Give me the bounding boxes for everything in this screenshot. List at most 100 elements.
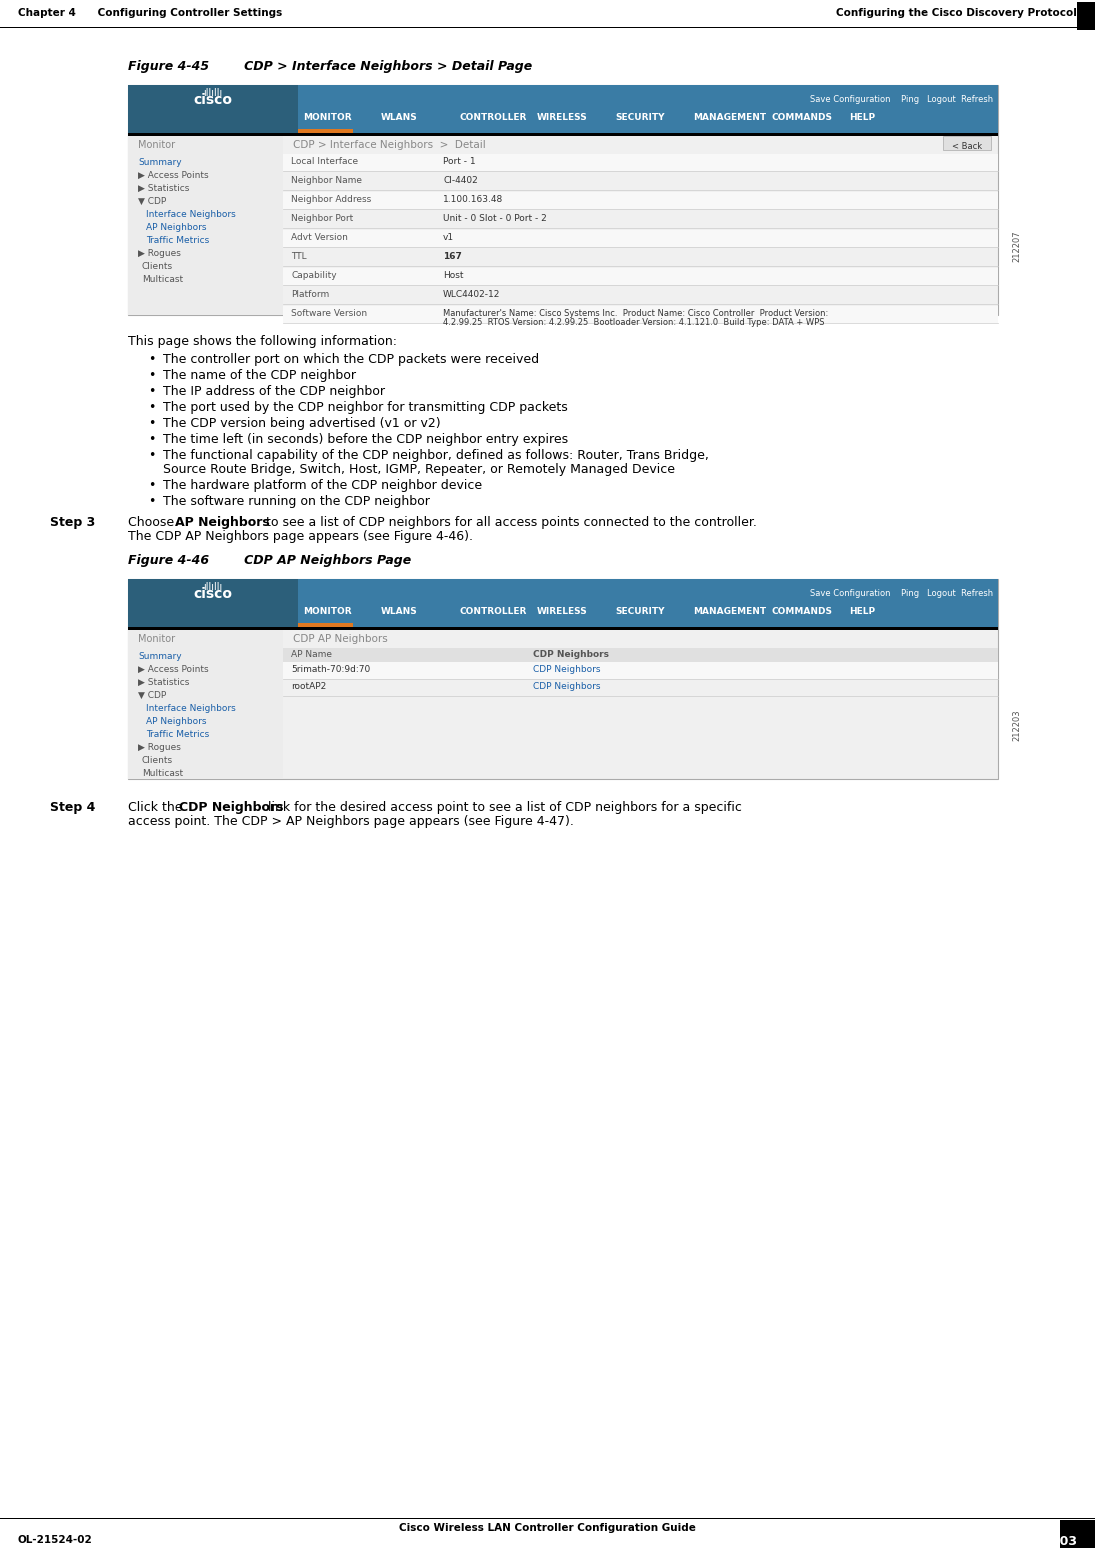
Text: CDP Neighbors: CDP Neighbors: [533, 683, 600, 690]
Text: ıllıllı: ıllıllı: [204, 582, 222, 591]
Text: Chapter 4      Configuring Controller Settings: Chapter 4 Configuring Controller Setting…: [18, 8, 283, 19]
Text: The IP address of the CDP neighbor: The IP address of the CDP neighbor: [163, 385, 385, 398]
Text: WLANS: WLANS: [381, 113, 418, 122]
Bar: [283, 649, 998, 663]
Text: Host: Host: [443, 271, 463, 280]
Text: SECURITY: SECURITY: [615, 607, 665, 616]
Text: TTL: TTL: [291, 252, 307, 262]
Bar: [128, 630, 283, 779]
Text: HELP: HELP: [849, 607, 875, 616]
Text: COMMANDS: COMMANDS: [771, 113, 832, 122]
Text: Port - 1: Port - 1: [443, 156, 475, 166]
Text: This page shows the following information:: This page shows the following informatio…: [128, 334, 397, 348]
Bar: [283, 307, 998, 324]
Text: Save Configuration    Ping   Logout  Refresh: Save Configuration Ping Logout Refresh: [810, 588, 993, 598]
Bar: [283, 153, 998, 170]
Text: The functional capability of the CDP neighbor, defined as follows: Router, Trans: The functional capability of the CDP nei…: [163, 449, 708, 461]
Text: 167: 167: [443, 252, 462, 262]
Bar: [298, 128, 353, 133]
Text: Clients: Clients: [142, 755, 173, 765]
Bar: [1060, 1520, 1095, 1548]
Text: to see a list of CDP neighbors for all access points connected to the controller: to see a list of CDP neighbors for all a…: [262, 515, 757, 529]
Text: WIRELESS: WIRELESS: [537, 607, 588, 616]
Text: 212207: 212207: [1012, 231, 1021, 262]
Text: Step 4: Step 4: [50, 800, 95, 814]
Text: ▼ CDP: ▼ CDP: [138, 197, 166, 206]
Text: AP Neighbors: AP Neighbors: [146, 223, 207, 232]
Bar: [283, 192, 998, 209]
Text: Summary: Summary: [138, 652, 182, 661]
Text: Monitor: Monitor: [138, 139, 175, 150]
Text: ▶ Statistics: ▶ Statistics: [138, 678, 189, 687]
Text: OL-21524-02: OL-21524-02: [18, 1536, 93, 1545]
Text: WIRELESS: WIRELESS: [537, 113, 588, 122]
Bar: [128, 579, 998, 779]
Text: ▶ Statistics: ▶ Statistics: [138, 184, 189, 194]
Text: Multicast: Multicast: [142, 276, 183, 283]
Text: The CDP AP Neighbors page appears (see Figure 4-46).: The CDP AP Neighbors page appears (see F…: [128, 529, 473, 543]
Text: 1.100.163.48: 1.100.163.48: [443, 195, 504, 204]
Bar: [128, 85, 998, 314]
Text: < Back: < Back: [952, 142, 982, 152]
Text: Traffic Metrics: Traffic Metrics: [146, 235, 209, 245]
Bar: [283, 268, 998, 285]
Text: Neighbor Port: Neighbor Port: [291, 214, 354, 223]
Text: The controller port on which the CDP packets were received: The controller port on which the CDP pac…: [163, 353, 539, 365]
Text: •: •: [148, 385, 155, 398]
Text: •: •: [148, 478, 155, 492]
Text: MANAGEMENT: MANAGEMENT: [693, 607, 766, 616]
Text: CDP > Interface Neighbors  >  Detail: CDP > Interface Neighbors > Detail: [293, 139, 486, 150]
Text: Summary: Summary: [138, 158, 182, 167]
Text: Neighbor Address: Neighbor Address: [291, 195, 371, 204]
Text: Configuring the Cisco Discovery Protocol: Configuring the Cisco Discovery Protocol: [837, 8, 1077, 19]
Text: rootAP2: rootAP2: [291, 683, 326, 690]
Text: MONITOR: MONITOR: [303, 113, 351, 122]
Text: Capability: Capability: [291, 271, 336, 280]
Bar: [298, 622, 353, 627]
Text: ▶ Rogues: ▶ Rogues: [138, 743, 181, 752]
Text: Cisco Wireless LAN Controller Configuration Guide: Cisco Wireless LAN Controller Configurat…: [399, 1523, 695, 1533]
Text: •: •: [148, 433, 155, 446]
Text: 4-103: 4-103: [1037, 1536, 1077, 1548]
Bar: [943, 136, 991, 150]
Text: COMMANDS: COMMANDS: [771, 607, 832, 616]
Text: •: •: [148, 495, 155, 508]
Text: CDP Neighbors: CDP Neighbors: [533, 666, 600, 673]
Text: WLANS: WLANS: [381, 607, 418, 616]
Text: Traffic Metrics: Traffic Metrics: [146, 731, 209, 738]
Text: Platform: Platform: [291, 289, 330, 299]
Text: link for the desired access point to see a list of CDP neighbors for a specific: link for the desired access point to see…: [264, 800, 742, 814]
Text: CI-4402: CI-4402: [443, 176, 477, 186]
Text: Choose: Choose: [128, 515, 178, 529]
Text: ▶ Rogues: ▶ Rogues: [138, 249, 181, 259]
Text: Interface Neighbors: Interface Neighbors: [146, 211, 235, 218]
Text: •: •: [148, 416, 155, 430]
Text: The CDP version being advertised (v1 or v2): The CDP version being advertised (v1 or …: [163, 416, 440, 430]
Text: SECURITY: SECURITY: [615, 113, 665, 122]
Bar: [128, 579, 998, 627]
Text: 4.2.99.25  RTOS Version: 4.2.99.25  Bootloader Version: 4.1.121.0  Build Type: D: 4.2.99.25 RTOS Version: 4.2.99.25 Bootlo…: [443, 317, 825, 327]
Text: Click the: Click the: [128, 800, 186, 814]
Text: Local Interface: Local Interface: [291, 156, 358, 166]
Text: cisco: cisco: [194, 587, 232, 601]
Text: Interface Neighbors: Interface Neighbors: [146, 704, 235, 714]
Text: Advt Version: Advt Version: [291, 234, 348, 241]
Text: MONITOR: MONITOR: [303, 607, 351, 616]
Bar: [1077, 2, 1095, 29]
Text: Figure 4-46        CDP AP Neighbors Page: Figure 4-46 CDP AP Neighbors Page: [128, 554, 412, 567]
Text: AP Name: AP Name: [291, 650, 332, 659]
Text: ▶ Access Points: ▶ Access Points: [138, 666, 209, 673]
Text: access point. The CDP > AP Neighbors page appears (see Figure 4-47).: access point. The CDP > AP Neighbors pag…: [128, 814, 574, 828]
Bar: [128, 579, 298, 627]
Text: Save Configuration    Ping   Logout  Refresh: Save Configuration Ping Logout Refresh: [810, 94, 993, 104]
Text: Step 3: Step 3: [50, 515, 95, 529]
Text: 212203: 212203: [1012, 709, 1021, 740]
Bar: [128, 85, 998, 133]
Text: •: •: [148, 449, 155, 461]
Text: Multicast: Multicast: [142, 769, 183, 779]
Text: The hardware platform of the CDP neighbor device: The hardware platform of the CDP neighbo…: [163, 478, 482, 492]
Text: AP Neighbors: AP Neighbors: [146, 717, 207, 726]
Bar: [128, 133, 998, 136]
Text: Unit - 0 Slot - 0 Port - 2: Unit - 0 Slot - 0 Port - 2: [443, 214, 546, 223]
Text: ▶ Access Points: ▶ Access Points: [138, 170, 209, 180]
